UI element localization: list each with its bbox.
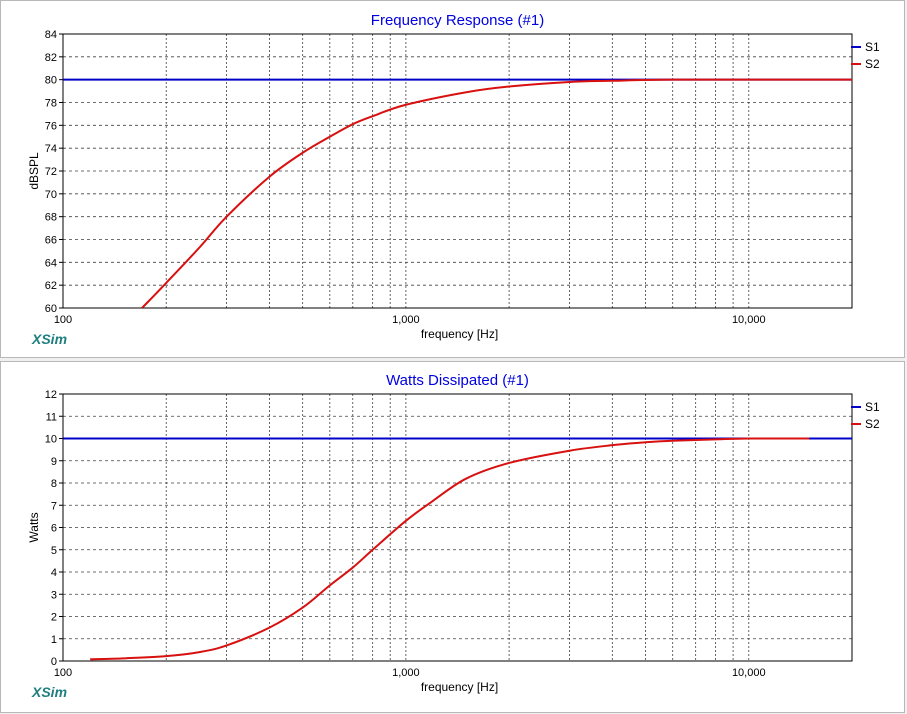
x-tick-label: 100 bbox=[54, 667, 72, 679]
y-tick-label: 72 bbox=[45, 166, 57, 178]
x-tick-label: 10,000 bbox=[732, 314, 766, 326]
legend-label-s1: S1 bbox=[865, 400, 880, 414]
xsim-logo: XSim bbox=[32, 684, 68, 700]
y-tick-label: 9 bbox=[51, 456, 57, 468]
y-axis-label: dBSPL bbox=[27, 152, 41, 190]
y-axis-label: Watts bbox=[27, 512, 41, 542]
y-tick-label: 64 bbox=[45, 257, 57, 269]
y-tick-label: 70 bbox=[45, 189, 57, 201]
y-tick-label: 84 bbox=[45, 29, 57, 41]
y-tick-label: 0 bbox=[51, 656, 57, 668]
y-tick-label: 2 bbox=[51, 612, 57, 624]
x-axis-label: frequency [Hz] bbox=[421, 327, 498, 341]
series-line-s2 bbox=[141, 78, 852, 308]
y-tick-label: 10 bbox=[45, 434, 57, 446]
y-tick-label: 7 bbox=[51, 500, 57, 512]
y-tick-label: 66 bbox=[45, 235, 57, 247]
y-tick-label: 82 bbox=[45, 52, 57, 64]
y-tick-label: 6 bbox=[51, 523, 57, 535]
y-tick-label: 8 bbox=[51, 478, 57, 490]
frequency-response-panel: 60 62 64 66 68 70 72 74 76 78 80 82 84 100 1,000 10,000… bbox=[0, 0, 905, 358]
y-tick-label: 76 bbox=[45, 120, 57, 132]
chart-title: Frequency Response (#1) bbox=[371, 12, 544, 29]
y-tick-label: 4 bbox=[51, 567, 57, 579]
chart-title: Watts Dissipated (#1) bbox=[386, 372, 529, 389]
y-tick-label: 12 bbox=[45, 389, 57, 401]
xsim-logo: XSim bbox=[32, 331, 68, 347]
x-axis-label: frequency [Hz] bbox=[421, 680, 498, 694]
y-tick-label: 68 bbox=[45, 212, 57, 224]
legend-label-s2: S2 bbox=[865, 417, 880, 431]
legend-label-s1: S1 bbox=[865, 40, 880, 54]
y-tick-label: 1 bbox=[51, 634, 57, 646]
y-tick-label: 74 bbox=[45, 143, 57, 155]
y-tick-label: 3 bbox=[51, 589, 57, 601]
x-tick-label: 1,000 bbox=[392, 667, 420, 679]
plot-area bbox=[63, 394, 852, 661]
legend-label-s2: S2 bbox=[865, 57, 880, 71]
y-tick-label: 78 bbox=[45, 98, 57, 110]
y-tick-label: 11 bbox=[46, 411, 57, 423]
y-tick-label: 80 bbox=[45, 75, 57, 87]
y-tick-label: 62 bbox=[45, 280, 57, 292]
y-tick-label: 5 bbox=[51, 545, 57, 557]
x-tick-label: 1,000 bbox=[392, 314, 420, 326]
series-line-s2 bbox=[90, 437, 810, 661]
x-tick-label: 10,000 bbox=[732, 667, 766, 679]
y-tick-label: 60 bbox=[45, 303, 57, 315]
x-tick-label: 100 bbox=[54, 314, 72, 326]
watts-dissipated-panel: 0 1 2 3 4 5 6 7 8 9 10 11 12 100 1,000 10,000 Watts Diss… bbox=[0, 361, 905, 713]
frequency-response-chart: 60 62 64 66 68 70 72 74 76 78 80 82 84 100 1,000 10,000… bbox=[27, 12, 880, 341]
